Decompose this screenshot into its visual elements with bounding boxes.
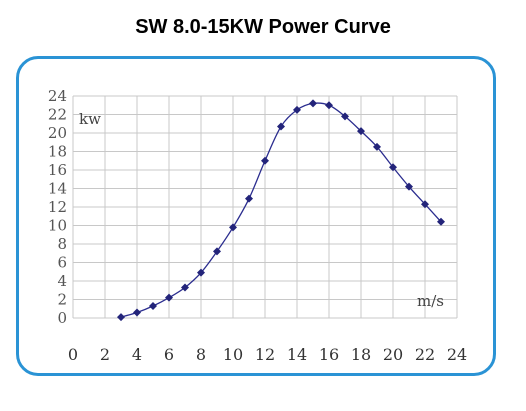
data-point-marker <box>437 217 445 226</box>
x-tick-label: 2 <box>100 345 110 364</box>
data-point-marker <box>341 112 349 121</box>
y-tick-label: 6 <box>57 254 67 272</box>
x-tick-label: 6 <box>164 345 174 364</box>
x-tick-label: 22 <box>415 345 435 364</box>
data-point-marker <box>325 101 333 110</box>
data-point-marker <box>149 301 157 310</box>
data-point-marker <box>389 163 397 172</box>
x-tick-label: 24 <box>447 345 467 364</box>
x-tick-label: 10 <box>223 345 243 364</box>
x-tick-label: 12 <box>255 345 275 364</box>
data-point-marker <box>309 99 317 108</box>
x-unit-label: m/s <box>417 292 444 310</box>
data-point-marker <box>181 283 189 292</box>
x-axis-ticks: 0 2 4 6 8 10 12 14 16 18 20 22 24 <box>68 345 467 364</box>
y-tick-label: 4 <box>57 272 67 290</box>
x-tick-label: 8 <box>196 345 206 364</box>
data-point-marker <box>277 122 285 131</box>
x-tick-label: 20 <box>383 345 403 364</box>
y-tick-label: 22 <box>48 106 67 124</box>
y-unit-label: kw <box>79 110 101 128</box>
y-tick-label: 2 <box>57 291 67 309</box>
data-point-marker <box>261 156 269 165</box>
data-point-marker <box>117 313 125 322</box>
y-tick-label: 0 <box>57 309 67 327</box>
y-tick-label: 24 <box>48 87 67 105</box>
data-point-marker <box>213 247 221 256</box>
data-point-marker <box>245 194 253 203</box>
data-point-marker <box>421 200 429 209</box>
grid-lines <box>72 95 458 319</box>
y-tick-label: 14 <box>48 180 67 198</box>
y-tick-label: 16 <box>48 161 67 179</box>
x-tick-label: 4 <box>132 345 142 364</box>
chart-frame: 0 2 4 6 8 10 12 14 16 18 20 22 24 0 2 4 6 8 10 12 14 16 18 20 2… <box>16 56 496 376</box>
data-point-marker <box>133 308 141 317</box>
x-tick-label: 18 <box>351 345 371 364</box>
data-point-marker <box>293 105 301 114</box>
y-tick-label: 12 <box>48 198 67 216</box>
y-tick-label: 18 <box>48 143 67 161</box>
data-point-marker <box>229 223 237 232</box>
y-tick-label: 8 <box>57 235 67 253</box>
data-point-marker <box>197 268 205 277</box>
x-tick-label: 16 <box>319 345 339 364</box>
x-tick-label: 0 <box>68 345 78 364</box>
y-tick-label: 10 <box>48 217 67 235</box>
data-markers <box>117 99 445 322</box>
y-tick-label: 20 <box>48 124 67 142</box>
data-point-marker <box>405 182 413 191</box>
data-point-marker <box>165 293 173 302</box>
chart-title: SW 8.0-15KW Power Curve <box>135 16 391 38</box>
data-point-marker <box>373 142 381 151</box>
x-tick-label: 14 <box>287 345 307 364</box>
